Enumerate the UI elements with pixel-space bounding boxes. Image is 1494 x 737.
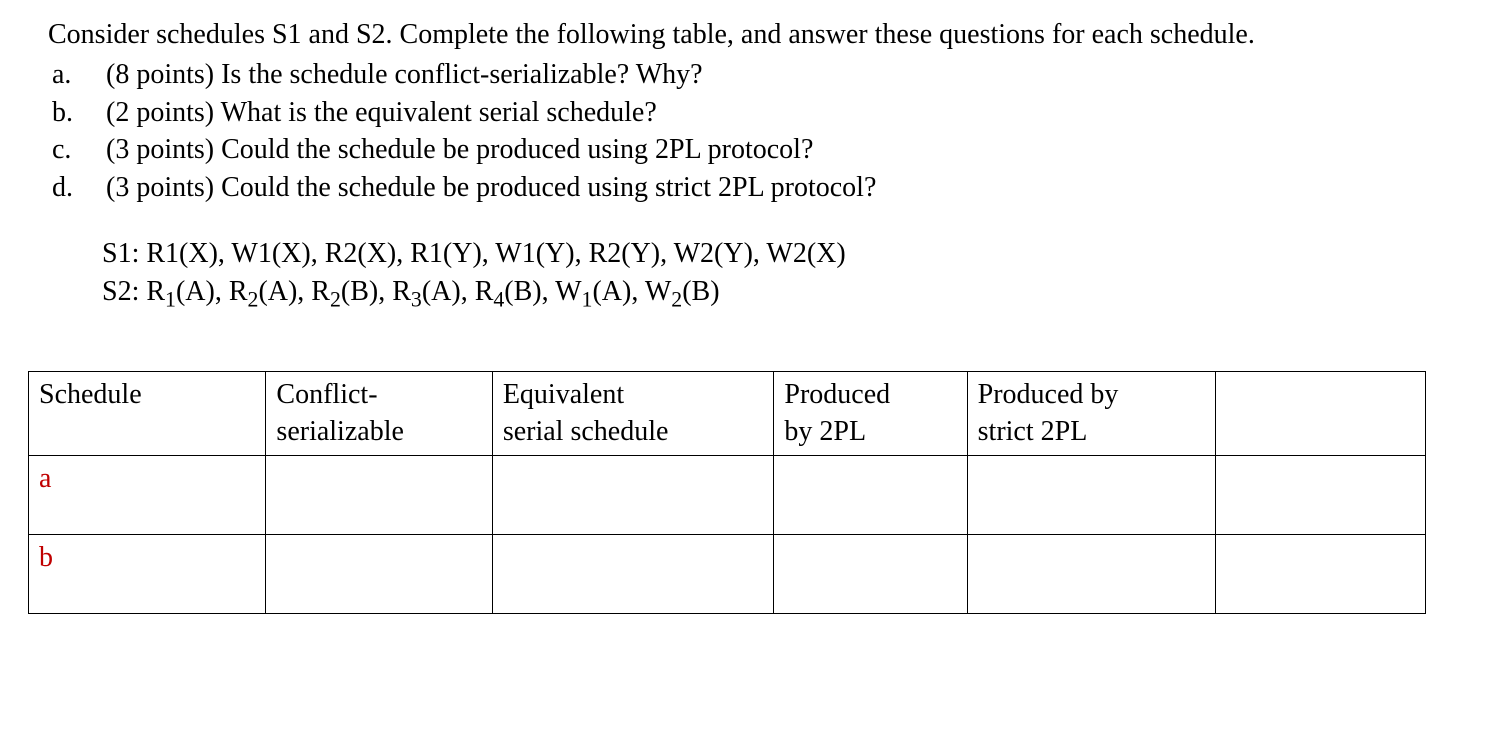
schedule-s1-label: S1: [102,238,146,269]
question-list: a. (8 points) Is the schedule conflict-s… [48,56,1446,207]
schedule-s1: S1: R1(X), W1(X), R2(X), R1(Y), W1(Y), R… [102,235,1446,273]
answers-table: ScheduleConflict-serializableEquivalents… [28,371,1426,615]
answers-col-1: Conflict-serializable [266,371,492,456]
schedule-s2-label: S2: [102,276,146,307]
schedule-s2: S2: R1(A), R2(A), R2(B), R3(A), R4(B), W… [102,273,1446,311]
row-label-a: a [29,456,266,535]
answer-cell [1216,456,1426,535]
question-b-marker: b. [48,94,106,132]
answer-cell [774,456,967,535]
answer-cell [492,456,774,535]
schedule-s1-ops: R1(X), W1(X), R2(X), R1(Y), W1(Y), R2(Y)… [146,238,845,269]
schedule-definitions: S1: R1(X), W1(X), R2(X), R1(Y), W1(Y), R… [102,235,1446,311]
page: Consider schedules S1 and S2. Complete t… [0,0,1494,614]
row-label-b: b [29,535,266,614]
answers-col-3: Producedby 2PL [774,371,967,456]
table-row: a [29,456,1426,535]
answer-cell [1216,535,1426,614]
answers-col-0: Schedule [29,371,266,456]
answer-cell [967,535,1215,614]
answer-cell [774,535,967,614]
question-d: d. (3 points) Could the schedule be prod… [48,169,1446,207]
answer-cell [266,535,492,614]
question-d-marker: d. [48,169,106,207]
question-c: c. (3 points) Could the schedule be prod… [48,131,1446,169]
answers-col-2: Equivalentserial schedule [492,371,774,456]
question-c-marker: c. [48,131,106,169]
question-a: a. (8 points) Is the schedule conflict-s… [48,56,1446,94]
answer-cell [492,535,774,614]
question-d-text: (3 points) Could the schedule be produce… [106,169,876,207]
answers-col-5 [1216,371,1426,456]
schedule-s2-ops: R1(A), R2(A), R2(B), R3(A), R4(B), W1(A)… [146,276,719,307]
answer-cell [967,456,1215,535]
intro-text: Consider schedules S1 and S2. Complete t… [48,16,1446,54]
table-row: b [29,535,1426,614]
answers-col-4: Produced bystrict 2PL [967,371,1215,456]
question-c-text: (3 points) Could the schedule be produce… [106,131,813,169]
question-b: b. (2 points) What is the equivalent ser… [48,94,1446,132]
question-a-marker: a. [48,56,106,94]
question-a-text: (8 points) Is the schedule conflict-seri… [106,56,703,94]
answers-table-header-row: ScheduleConflict-serializableEquivalents… [29,371,1426,456]
question-b-text: (2 points) What is the equivalent serial… [106,94,657,132]
answer-cell [266,456,492,535]
